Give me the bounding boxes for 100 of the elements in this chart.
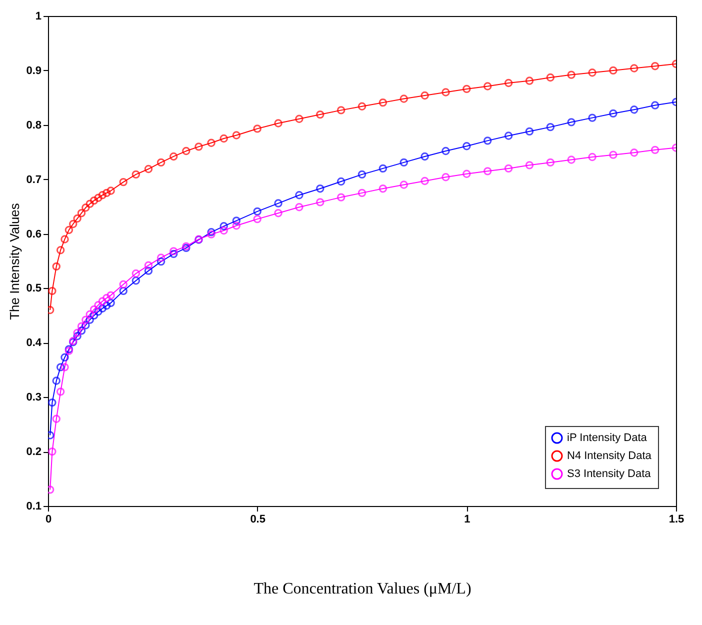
point xyxy=(119,280,128,289)
point xyxy=(106,291,115,300)
point xyxy=(588,114,596,122)
point xyxy=(400,158,408,167)
point xyxy=(462,170,471,178)
y-tick-label: 0.2 xyxy=(26,446,42,458)
point xyxy=(52,414,60,423)
point xyxy=(295,191,304,200)
point xyxy=(48,447,56,456)
point xyxy=(82,316,90,324)
point xyxy=(462,142,471,150)
point xyxy=(336,193,346,202)
y-tick-label: 0.5 xyxy=(26,282,42,295)
point xyxy=(378,184,388,193)
point xyxy=(220,222,228,230)
point xyxy=(60,363,69,372)
point xyxy=(102,302,111,310)
point xyxy=(525,76,534,85)
point xyxy=(169,247,178,256)
point xyxy=(316,110,324,119)
y-tick-label: 0.7 xyxy=(26,174,42,186)
point xyxy=(253,207,262,216)
point xyxy=(504,132,513,140)
point xyxy=(253,124,262,133)
legend-label: N4 Intensity Data xyxy=(567,450,652,462)
point xyxy=(442,173,450,182)
point xyxy=(546,73,555,82)
point xyxy=(420,91,429,100)
x-tick-label: 1.5 xyxy=(668,514,684,526)
point xyxy=(378,164,388,173)
point xyxy=(504,164,513,173)
point xyxy=(232,131,241,140)
point xyxy=(86,316,94,324)
x-tick-label: 0.5 xyxy=(250,514,266,526)
legend-label: iP Intensity Data xyxy=(567,432,648,444)
point xyxy=(56,363,65,372)
point xyxy=(169,250,178,258)
y-tick-label: 1 xyxy=(35,10,42,22)
point xyxy=(56,246,65,254)
point xyxy=(295,114,304,123)
point xyxy=(462,84,471,94)
point xyxy=(73,332,82,340)
point xyxy=(232,216,241,225)
point xyxy=(567,156,576,164)
y-tick-label: 0.3 xyxy=(26,392,42,404)
point xyxy=(98,191,107,200)
point xyxy=(274,119,282,128)
y-tick-label: 0.6 xyxy=(26,228,42,240)
point xyxy=(102,294,111,302)
point xyxy=(546,122,555,132)
y-tick-label: 0.9 xyxy=(26,64,42,77)
x-tick-label: 0 xyxy=(45,514,52,526)
point xyxy=(144,266,153,275)
point xyxy=(420,176,429,186)
point xyxy=(650,101,660,110)
point xyxy=(442,146,450,156)
point xyxy=(316,198,324,206)
point xyxy=(102,188,111,198)
point xyxy=(630,148,638,157)
point xyxy=(274,208,282,218)
point xyxy=(156,254,166,262)
point xyxy=(400,180,408,189)
point xyxy=(106,186,115,195)
point xyxy=(358,188,366,198)
point xyxy=(144,261,153,270)
point xyxy=(630,106,638,114)
point xyxy=(48,286,56,296)
y-axis-title: The Intensity Values xyxy=(7,202,22,320)
point xyxy=(358,170,366,179)
point xyxy=(52,376,60,385)
point xyxy=(132,276,140,285)
point xyxy=(650,146,660,154)
point xyxy=(90,196,98,205)
point xyxy=(650,62,660,70)
point xyxy=(156,257,166,266)
point xyxy=(52,262,60,271)
point xyxy=(504,78,513,88)
point xyxy=(182,146,190,156)
point xyxy=(525,161,534,170)
point xyxy=(483,136,492,145)
point xyxy=(94,301,102,310)
point xyxy=(119,286,128,296)
point xyxy=(442,88,450,96)
point xyxy=(588,68,596,77)
point xyxy=(94,194,102,202)
y-tick-label: 0.4 xyxy=(26,337,42,350)
point xyxy=(400,94,408,103)
point xyxy=(207,138,216,147)
point xyxy=(194,142,203,151)
point xyxy=(77,322,86,330)
point xyxy=(94,308,102,316)
point xyxy=(336,106,346,114)
point xyxy=(609,109,618,118)
point xyxy=(220,226,228,235)
point xyxy=(86,200,94,208)
point xyxy=(73,328,82,337)
point xyxy=(483,167,492,176)
point xyxy=(60,235,69,244)
point xyxy=(86,310,94,318)
point xyxy=(82,321,90,330)
